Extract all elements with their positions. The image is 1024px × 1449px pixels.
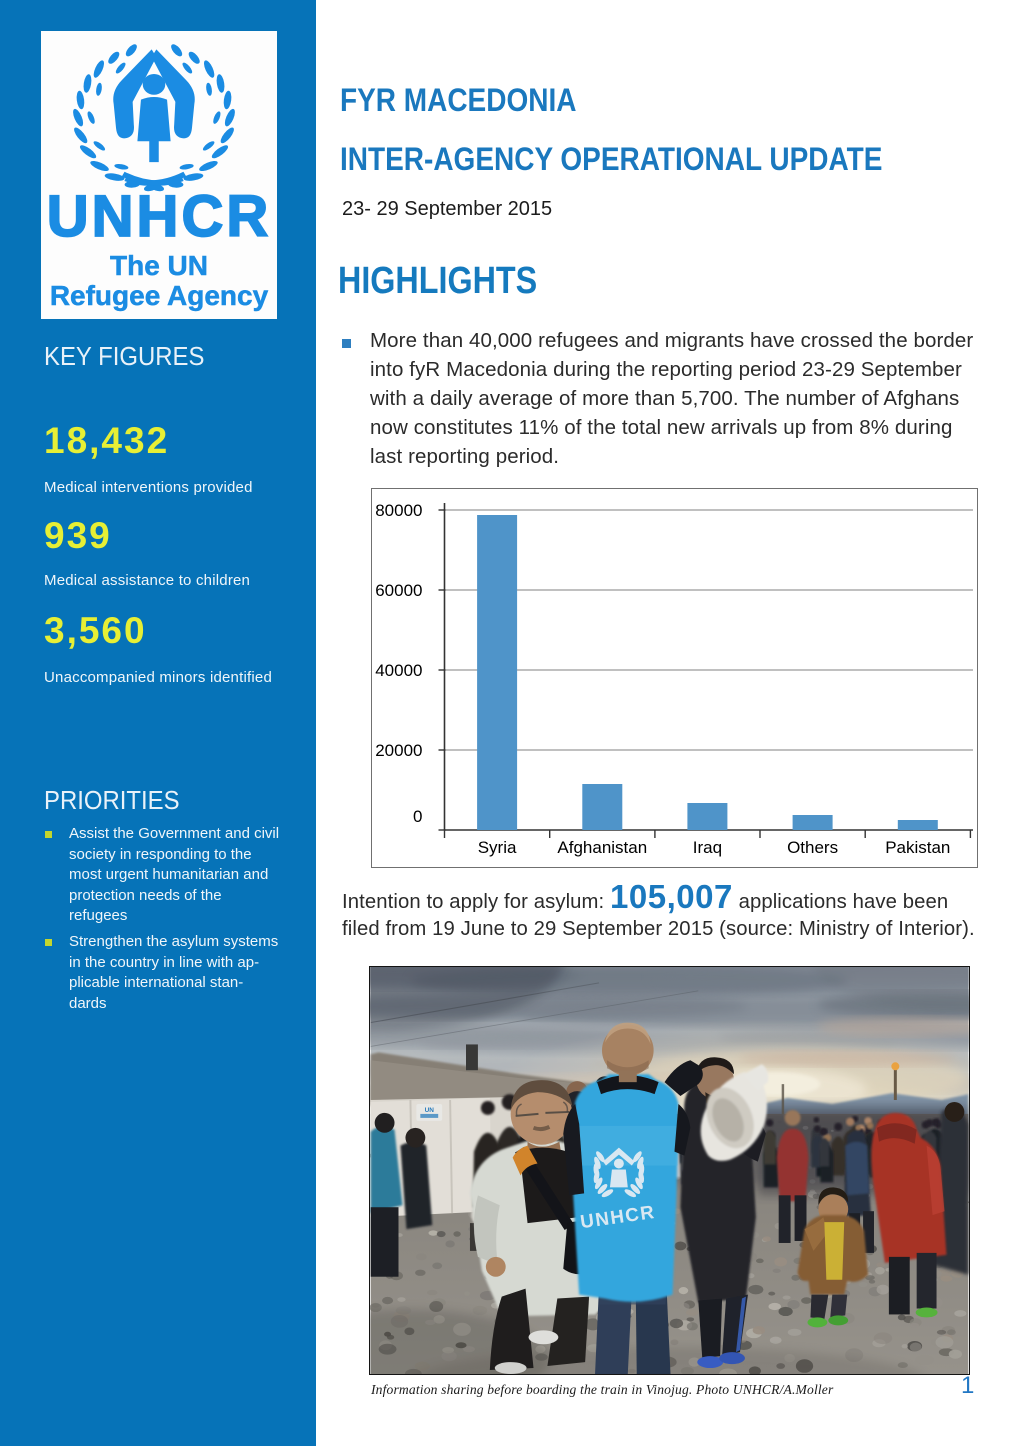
- svg-text:Afghanistan: Afghanistan: [557, 838, 647, 857]
- svg-text:0: 0: [413, 807, 422, 826]
- svg-text:Pakistan: Pakistan: [885, 838, 950, 857]
- svg-text:Iraq: Iraq: [693, 838, 722, 857]
- svg-text:UN: UN: [425, 1107, 435, 1114]
- svg-text:80000: 80000: [375, 501, 422, 520]
- svg-text:Syria: Syria: [478, 838, 517, 857]
- svg-text:Others: Others: [787, 838, 838, 857]
- svg-text:40000: 40000: [375, 661, 422, 680]
- svg-text:60000: 60000: [375, 581, 422, 600]
- svg-text:20000: 20000: [375, 741, 422, 760]
